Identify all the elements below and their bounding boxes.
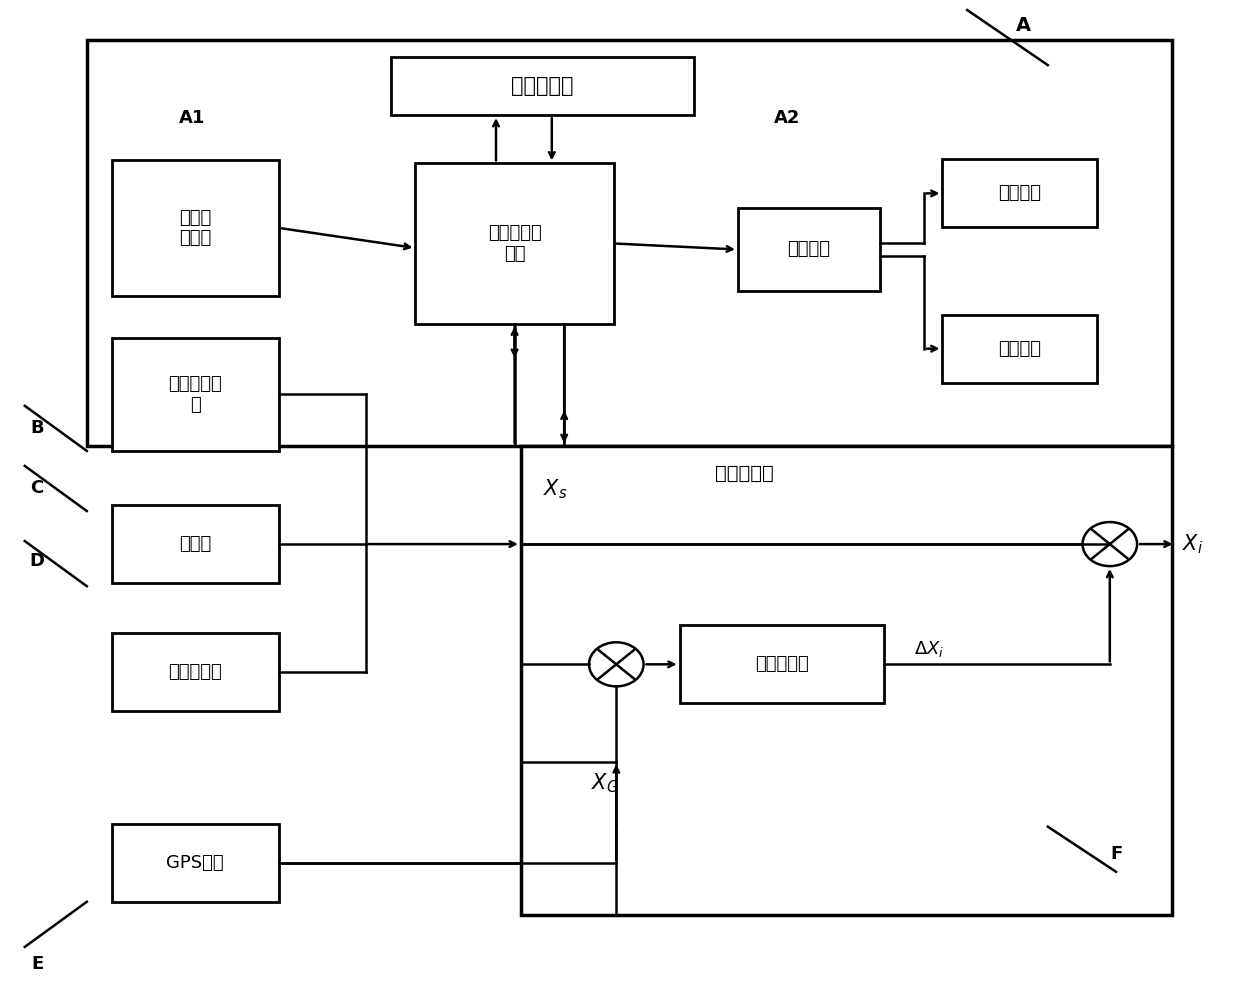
Text: $\mathbf{\mathit{X_G}}$: $\mathbf{\mathit{X_G}}$ [591,772,619,796]
FancyBboxPatch shape [112,633,279,711]
Text: 地面监测站
系统: 地面监测站 系统 [487,224,542,263]
FancyBboxPatch shape [415,163,614,324]
FancyBboxPatch shape [112,824,279,902]
Text: 导航计算机: 导航计算机 [714,464,774,482]
Text: E: E [31,955,43,973]
Text: $\mathbf{\mathit{X_s}}$: $\mathbf{\mathit{X_s}}$ [543,477,568,501]
Text: 飞行姿态: 飞行姿态 [998,184,1042,202]
FancyBboxPatch shape [680,625,884,703]
Text: 卡尔曼滤波: 卡尔曼滤波 [755,655,808,673]
Text: A: A [1016,16,1030,34]
FancyBboxPatch shape [738,208,880,291]
Text: 航点规
划模块: 航点规 划模块 [179,208,212,247]
Text: C: C [31,479,43,497]
Text: D: D [30,552,45,570]
Text: A1: A1 [179,109,206,127]
FancyBboxPatch shape [112,160,279,296]
Text: 地面站系统: 地面站系统 [511,76,574,96]
FancyBboxPatch shape [521,446,1172,915]
FancyBboxPatch shape [942,315,1097,383]
Text: 高度计: 高度计 [179,535,212,553]
Text: 三轴加速度
计: 三轴加速度 计 [169,375,222,414]
Text: A2: A2 [774,109,801,127]
Text: B: B [31,419,43,437]
Text: 显示模块: 显示模块 [787,240,831,259]
FancyBboxPatch shape [112,338,279,451]
Text: $\mathbf{\mathit{\Delta X_i}}$: $\mathbf{\mathit{\Delta X_i}}$ [914,639,944,659]
Text: 三轴陀螺仪: 三轴陀螺仪 [169,663,222,681]
Text: GPS模块: GPS模块 [166,854,224,872]
FancyBboxPatch shape [942,159,1097,227]
Text: 滑车信息: 滑车信息 [998,340,1042,358]
Text: F: F [1110,845,1122,863]
FancyBboxPatch shape [391,57,694,115]
FancyBboxPatch shape [112,505,279,583]
FancyBboxPatch shape [87,40,1172,446]
Text: $\mathbf{\mathit{X_i}}$: $\mathbf{\mathit{X_i}}$ [1182,532,1204,556]
